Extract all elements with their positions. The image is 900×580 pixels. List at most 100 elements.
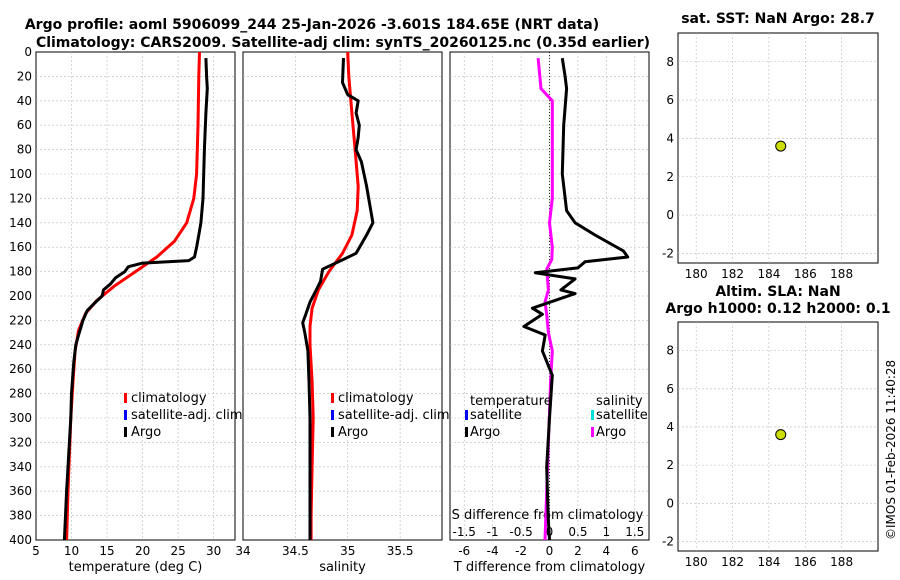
depth-tick-label: 40 <box>17 94 32 108</box>
difference-series-temperature-argo <box>522 57 630 541</box>
salinity-diff-tick-label: 0.5 <box>568 525 587 539</box>
figure-title-line1: Argo profile: aoml 5906099_244 25-Jan-20… <box>25 17 599 33</box>
difference-x-tick-label: -4 <box>487 544 499 558</box>
salinity-legend-label: Argo <box>338 425 368 440</box>
sla-y-tick-label: 6 <box>666 382 674 396</box>
salinity-diff-tick-label: -1.5 <box>453 525 476 539</box>
depth-tick-label: 20 <box>17 69 32 83</box>
depth-tick-label: 200 <box>9 289 32 303</box>
difference-x-tick-label: 0 <box>546 544 554 558</box>
depth-tick-label: 340 <box>9 460 32 474</box>
temperature-panel: 0 20 40 60 80 100 120 140 160 180 200 220 240 260 280 3… <box>9 45 243 575</box>
difference-panel: -6 -4 -2 0 2 4 6 T difference from climatology -… <box>449 51 650 575</box>
difference-x-tick-label: 2 <box>574 544 582 558</box>
sla-panel: Altim. SLA: NaN Argo h1000: 0.12 h2000: … <box>662 284 891 569</box>
depth-tick-label: 240 <box>9 338 32 352</box>
temperature-legend-swatch <box>465 427 468 437</box>
salinity-legend-swatch <box>331 427 334 437</box>
sla-x-tick-label: 188 <box>830 555 853 569</box>
depth-tick-label: 280 <box>9 387 32 401</box>
temperature-x-tick-label: 5 <box>32 544 40 558</box>
temperature-legend-swatch <box>124 393 127 403</box>
sla-y-tick-label: 8 <box>666 344 674 358</box>
difference-x-tick-label: 4 <box>603 544 611 558</box>
difference-x-tick-label: -6 <box>458 544 470 558</box>
depth-tick-label: 120 <box>9 191 32 205</box>
sst-panel: sat. SST: NaN Argo: 28.7 180 182 184 186 188… <box>662 11 879 281</box>
salinity-legend-title: salinity <box>596 394 643 409</box>
salinity-series-climatology <box>308 51 360 540</box>
salinity-legend-swatch <box>591 427 594 437</box>
temperature-legend-label: climatology <box>131 391 207 406</box>
sla-x-tick-label: 184 <box>757 555 780 569</box>
salinity-legend-label: satellite-adj. clim <box>338 408 450 423</box>
sla-y-tick-label: 0 <box>666 496 674 510</box>
sla-subtitle: Argo h1000: 0.12 h2000: 0.1 <box>665 301 890 317</box>
sla-x-tick-label: 182 <box>721 555 744 569</box>
depth-tick-label: 180 <box>9 265 32 279</box>
temperature-x-tick-label: 10 <box>64 544 79 558</box>
sla-y-tick-label: 4 <box>666 420 674 434</box>
salinity-series-argo <box>301 58 375 540</box>
sla-title: Altim. SLA: NaN <box>715 284 840 300</box>
temperature-x-tick-label: 30 <box>206 544 221 558</box>
salinity-x-tick-label: 34 <box>235 544 250 558</box>
sst-x-tick-label: 182 <box>721 267 744 281</box>
temperature-x-tick-label: 15 <box>99 544 114 558</box>
temperature-x-axis-label: temperature (deg C) <box>69 560 203 575</box>
depth-tick-label: 220 <box>9 313 32 327</box>
temperature-legend-swatch <box>124 427 127 437</box>
depth-tick-label: 0 <box>24 45 32 59</box>
salinity-diff-tick-label: 1.5 <box>625 525 644 539</box>
sst-y-tick-label: 4 <box>666 131 674 145</box>
sla-x-tick-label: 180 <box>685 555 708 569</box>
temperature-series-argo <box>62 58 209 541</box>
sla-argo-point <box>775 429 787 441</box>
temperature-legend-swatch <box>124 410 127 420</box>
difference-x-axis-label: T difference from climatology <box>453 560 646 575</box>
sla-y-tick-label: -2 <box>662 534 674 548</box>
sst-y-tick-label: 8 <box>666 55 674 69</box>
depth-tick-label: 260 <box>9 362 32 376</box>
sst-x-tick-label: 186 <box>794 267 817 281</box>
depth-tick-label: 100 <box>9 167 32 181</box>
temperature-x-tick-label: 20 <box>135 544 150 558</box>
salinity-diff-tick-label: -1 <box>487 525 499 539</box>
salinity-x-axis-label: salinity <box>319 560 366 575</box>
sst-x-tick-label: 180 <box>685 267 708 281</box>
depth-tick-label: 60 <box>17 118 32 132</box>
figure-title-line2: Climatology: CARS2009. Satellite-adj cli… <box>36 35 650 51</box>
temperature-legend-label: satellite <box>470 408 522 423</box>
depth-tick-label: 320 <box>9 435 32 449</box>
sst-x-tick-label: 188 <box>830 267 853 281</box>
depth-tick-label: 160 <box>9 240 32 254</box>
difference-x-tick-label: 6 <box>631 544 639 558</box>
salinity-legend-swatch <box>591 410 594 420</box>
difference-x-tick-label: -2 <box>515 544 527 558</box>
salinity-legend-label: Argo <box>596 425 626 440</box>
salinity-legend-label: satellite <box>596 408 648 423</box>
sst-y-tick-label: 6 <box>666 93 674 107</box>
salinity-x-tick-label: 35.5 <box>387 544 414 558</box>
salinity-x-tick-label: 35 <box>340 544 355 558</box>
salinity-diff-tick-label: 1 <box>603 525 611 539</box>
sst-x-tick-label: 184 <box>757 267 780 281</box>
depth-tick-label: 300 <box>9 411 32 425</box>
temperature-legend-label: satellite-adj. clim <box>131 408 243 423</box>
temperature-legend-label: Argo <box>131 425 161 440</box>
depth-tick-label: 80 <box>17 143 32 157</box>
temperature-legend-title: temperature <box>470 394 552 409</box>
depth-tick-label: 400 <box>9 533 32 547</box>
salinity-panel: 34 34.5 35 35.5 salinity climatology satellite… <box>235 51 450 575</box>
sla-y-tick-label: 2 <box>666 458 674 472</box>
sla-x-tick-label: 186 <box>794 555 817 569</box>
depth-tick-label: 380 <box>9 509 32 523</box>
sst-title: sat. SST: NaN Argo: 28.7 <box>681 11 875 27</box>
temperature-legend-label: Argo <box>470 425 500 440</box>
salinity-legend-swatch <box>331 410 334 420</box>
sst-y-tick-label: -2 <box>662 246 674 260</box>
sst-y-tick-label: 2 <box>666 170 674 184</box>
salinity-legend-swatch <box>331 393 334 403</box>
sst-argo-point <box>775 140 787 152</box>
salinity-diff-tick-label: -0.5 <box>509 525 532 539</box>
